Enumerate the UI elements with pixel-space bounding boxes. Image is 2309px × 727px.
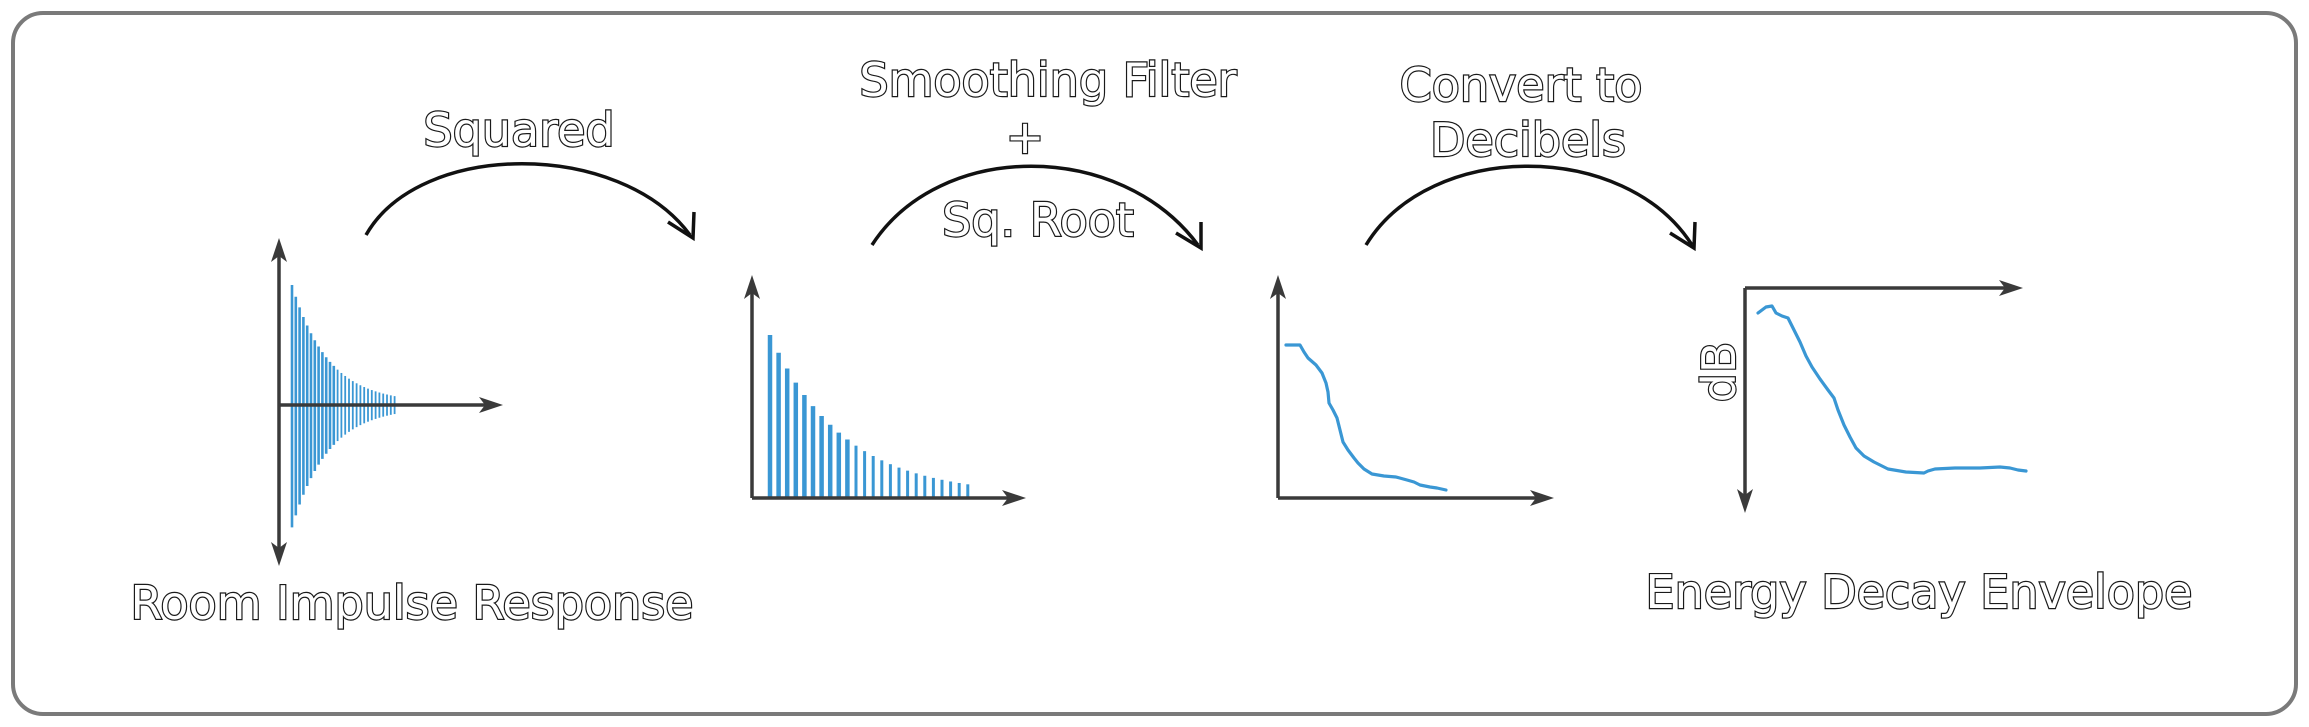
stage-smoothed-envelope: [1270, 275, 1554, 506]
rir-x-arrow: [479, 397, 503, 413]
convert-label-line2: Decibels: [1430, 113, 1626, 167]
stage-room-impulse-response: Room Impulse Response: [129, 238, 695, 631]
squared-arrowhead: [667, 211, 696, 242]
rir-label: Room Impulse Response: [131, 576, 694, 630]
rir-y-arrow-down: [271, 542, 287, 566]
stage-energy-decay-envelope: dB Energy Decay Envelope: [1644, 280, 2194, 620]
convert-arc-arrow: [1364, 164, 1694, 246]
sm-x-arrow: [1530, 490, 1554, 506]
smoothed-curve: [1284, 343, 1448, 492]
squared-stems: [767, 335, 970, 498]
step-smoothing: Smoothing Filter + Sq. Root: [858, 52, 1238, 252]
envelope-curve: [1756, 304, 2028, 475]
sq-y-arrow: [744, 275, 760, 299]
rir-y-arrow-up: [271, 238, 287, 262]
step-convert-db: Convert to Decibels: [1364, 57, 1697, 252]
smoothing-label-line2: +: [1006, 110, 1045, 164]
smoothing-label-line1: Smoothing Filter: [859, 53, 1236, 107]
step-squared: Squared: [364, 102, 696, 242]
convert-label-line1: Convert to: [1400, 58, 1643, 112]
stage-squared-impulse: [744, 275, 1026, 506]
sm-y-arrow: [1270, 275, 1286, 299]
env-y-arrow-down: [1737, 489, 1753, 513]
convert-arrowhead: [1669, 221, 1697, 252]
env-x-arrow: [1999, 280, 2023, 296]
squared-arc-arrow: [364, 162, 692, 237]
sq-x-arrow: [1002, 490, 1026, 506]
smoothing-arrowhead: [1175, 222, 1203, 252]
db-axis-label: dB: [1692, 342, 1746, 403]
smoothing-label-line3: Sq. Root: [942, 193, 1134, 247]
smoothing-arc-arrow: [870, 164, 1200, 247]
diagram-frame: [11, 11, 2298, 716]
envelope-label: Energy Decay Envelope: [1646, 565, 2193, 619]
squared-label: Squared: [423, 103, 614, 157]
